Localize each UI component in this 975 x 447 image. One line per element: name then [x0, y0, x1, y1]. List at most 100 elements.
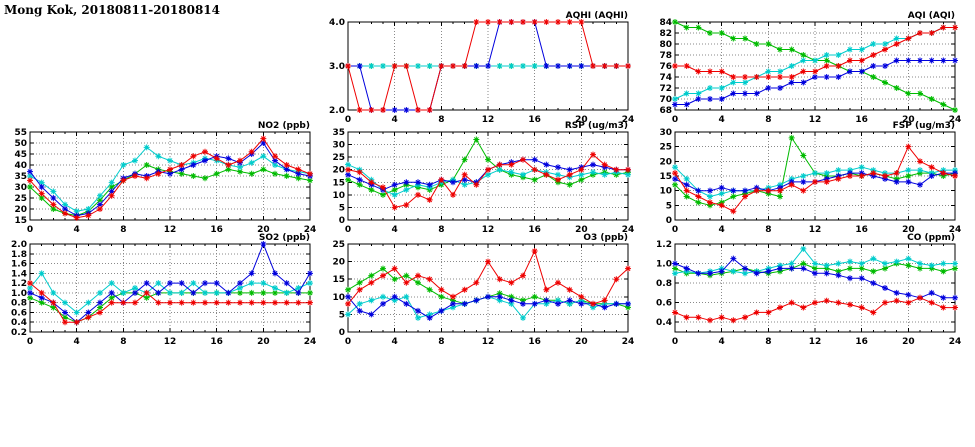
svg-text:40: 40	[14, 161, 27, 171]
axes	[347, 243, 629, 333]
svg-text:30: 30	[332, 141, 345, 151]
chart-title-rsp: RSP (ug/m3)	[565, 121, 628, 131]
axes	[674, 243, 956, 333]
fsp-series-red	[672, 143, 958, 215]
svg-text:20: 20	[332, 166, 345, 176]
svg-text:1.4: 1.4	[11, 269, 27, 279]
svg-text:16: 16	[528, 225, 541, 235]
svg-text:0: 0	[345, 337, 351, 347]
svg-text:20: 20	[14, 205, 27, 215]
aqi-series-cyan	[672, 24, 958, 102]
svg-text:16: 16	[528, 337, 541, 347]
svg-text:20: 20	[659, 157, 672, 167]
svg-text:20: 20	[257, 337, 270, 347]
so2-series-cyan	[27, 270, 313, 316]
svg-text:2.0: 2.0	[11, 240, 27, 250]
svg-text:35: 35	[332, 128, 345, 138]
svg-text:35: 35	[14, 172, 27, 182]
chart-svg-aqhi: 2.0 3.0 4.0 0 4 8 12 16 20 24 AQHI (AQHI)	[329, 11, 634, 125]
svg-text:8: 8	[765, 225, 771, 235]
chart-so2: 0.2 0.4 0.6 0.8 1.0 1.2 1.4 1.6 1.8 2.0 0 4 8 12 16 20 2…	[0, 230, 316, 348]
no2-series-cyan	[27, 144, 313, 215]
chart-svg-fsp: 0 5 10 15 20 25 30 0 4 8 12 16 20 24 FSP (ug/m3)	[659, 121, 961, 235]
svg-text:0.4: 0.4	[11, 318, 27, 328]
svg-text:0: 0	[345, 225, 351, 235]
markers	[345, 151, 631, 211]
svg-text:45: 45	[14, 150, 27, 160]
svg-text:74: 74	[659, 73, 672, 83]
chart-svg-o3: 0 5 10 15 20 25 0 4 8 12 16 20 24 O3 (ppb)	[332, 233, 634, 347]
svg-text:8: 8	[438, 225, 444, 235]
svg-text:8: 8	[765, 115, 771, 125]
svg-text:10: 10	[332, 191, 345, 201]
svg-text:1.2: 1.2	[11, 279, 27, 289]
svg-text:82: 82	[659, 29, 672, 39]
svg-text:20: 20	[902, 225, 915, 235]
svg-text:8: 8	[120, 337, 126, 347]
no2-series-red	[27, 135, 313, 221]
chart-o3: 0 5 10 15 20 25 0 4 8 12 16 20 24 O3 (ppb)	[318, 230, 634, 348]
svg-text:24: 24	[622, 115, 634, 125]
chart-co: 0.4 0.6 0.8 1.0 1.2 0 4 8 12 16 20 24 CO (ppm)	[645, 230, 961, 348]
svg-text:15: 15	[332, 275, 345, 285]
markers	[345, 19, 631, 113]
svg-text:4: 4	[392, 115, 398, 125]
svg-text:15: 15	[659, 172, 672, 182]
svg-text:20: 20	[902, 337, 915, 347]
chart-rsp: 0 5 10 15 20 25 30 35 0 4 8 12 16 20 24 RSP (ug/m3)	[318, 118, 634, 236]
svg-text:68: 68	[659, 106, 672, 116]
svg-text:12: 12	[164, 225, 177, 235]
svg-text:25: 25	[332, 153, 345, 163]
svg-text:1.0: 1.0	[656, 260, 672, 270]
svg-text:10: 10	[659, 187, 672, 197]
markers	[345, 293, 631, 321]
svg-text:16: 16	[210, 337, 223, 347]
svg-text:25: 25	[14, 194, 27, 204]
svg-text:0: 0	[672, 225, 678, 235]
svg-text:0: 0	[345, 115, 351, 125]
svg-text:20: 20	[257, 225, 270, 235]
svg-text:80: 80	[659, 40, 672, 50]
markers	[345, 248, 631, 307]
svg-text:16: 16	[855, 225, 868, 235]
svg-text:0.8: 0.8	[11, 299, 27, 309]
svg-text:1.6: 1.6	[11, 260, 27, 270]
markers	[27, 144, 313, 215]
svg-text:0.6: 0.6	[11, 308, 27, 318]
co-series-red	[672, 294, 958, 324]
svg-text:16: 16	[855, 115, 868, 125]
svg-text:8: 8	[765, 337, 771, 347]
svg-text:76: 76	[659, 62, 672, 72]
svg-text:24: 24	[622, 337, 634, 347]
chart-title-fsp: FSP (ug/m3)	[893, 121, 955, 131]
tick-labels: 0 5 10 15 20 25 0 4 8 12 16 20 24	[332, 240, 634, 347]
svg-text:24: 24	[304, 337, 316, 347]
chart-title-o3: O3 (ppb)	[583, 233, 628, 243]
svg-text:15: 15	[332, 178, 345, 188]
svg-text:4: 4	[719, 337, 725, 347]
svg-text:0: 0	[27, 225, 33, 235]
markers	[672, 24, 958, 80]
o3-series-blue	[345, 293, 631, 321]
aqi-series-blue	[672, 57, 958, 108]
tick-labels: 0 5 10 15 20 25 30 0 4 8 12 16 20 24	[659, 128, 961, 235]
svg-text:4: 4	[719, 115, 725, 125]
svg-text:25: 25	[332, 240, 345, 250]
svg-text:1.2: 1.2	[656, 240, 672, 250]
chart-title-aqi: AQI (AQI)	[908, 11, 955, 21]
svg-text:5: 5	[666, 201, 672, 211]
svg-text:0: 0	[666, 216, 672, 226]
markers	[672, 24, 958, 102]
chart-title-so2: SO2 (ppb)	[259, 233, 310, 243]
svg-text:4: 4	[719, 225, 725, 235]
markers	[672, 57, 958, 108]
chart-title-no2: NO2 (ppb)	[258, 121, 310, 131]
page-title: Mong Kok, 20180811-20180814	[4, 3, 220, 17]
svg-text:84: 84	[659, 18, 672, 28]
svg-text:30: 30	[14, 183, 27, 193]
chart-aqhi: 2.0 3.0 4.0 0 4 8 12 16 20 24 AQHI (AQHI)	[318, 8, 634, 126]
